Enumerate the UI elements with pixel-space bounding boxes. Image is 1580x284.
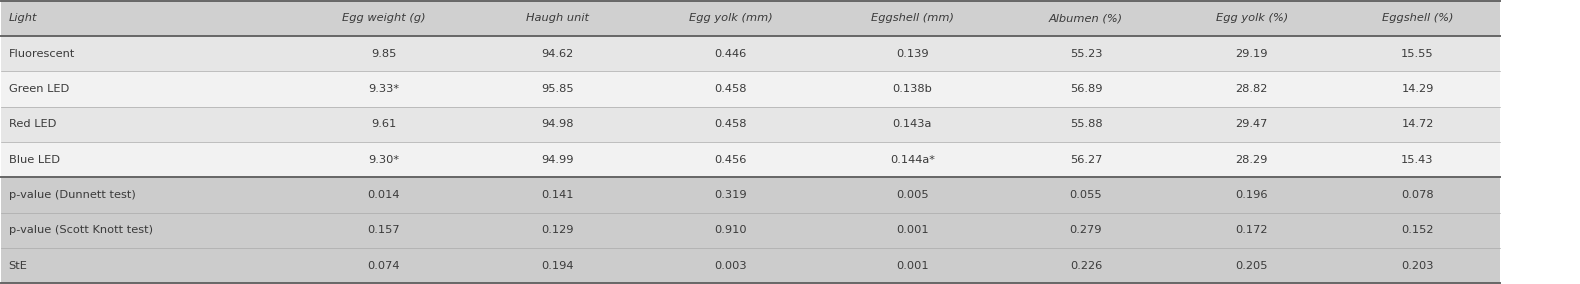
- Text: 9.85: 9.85: [371, 49, 397, 59]
- Text: 94.98: 94.98: [540, 119, 574, 129]
- Text: 29.47: 29.47: [1236, 119, 1267, 129]
- Text: 0.910: 0.910: [714, 225, 747, 235]
- Text: 0.196: 0.196: [1236, 190, 1269, 200]
- Text: Egg yolk (mm): Egg yolk (mm): [689, 13, 773, 23]
- Text: p-value (Scott Knott test): p-value (Scott Knott test): [8, 225, 153, 235]
- Text: 55.88: 55.88: [1070, 119, 1103, 129]
- Bar: [0, 71, 1501, 107]
- Text: Albumen (%): Albumen (%): [1049, 13, 1123, 23]
- Text: 14.72: 14.72: [1401, 119, 1433, 129]
- Text: 0.144a*: 0.144a*: [890, 155, 935, 165]
- Text: 0.001: 0.001: [896, 225, 929, 235]
- Text: 95.85: 95.85: [540, 84, 574, 94]
- Text: 0.074: 0.074: [367, 261, 400, 271]
- Text: 14.29: 14.29: [1401, 84, 1433, 94]
- Bar: [0, 248, 1501, 283]
- Text: 15.43: 15.43: [1401, 155, 1433, 165]
- Text: 0.139: 0.139: [896, 49, 929, 59]
- Text: 0.172: 0.172: [1236, 225, 1269, 235]
- Text: 0.205: 0.205: [1236, 261, 1269, 271]
- Text: 0.279: 0.279: [1070, 225, 1103, 235]
- Text: 0.078: 0.078: [1401, 190, 1433, 200]
- Bar: [0, 213, 1501, 248]
- Text: 0.003: 0.003: [714, 261, 747, 271]
- Text: 0.319: 0.319: [714, 190, 747, 200]
- Text: 9.61: 9.61: [371, 119, 397, 129]
- Text: Light: Light: [8, 13, 36, 23]
- Bar: [0, 1, 1501, 36]
- Text: 0.157: 0.157: [367, 225, 400, 235]
- Text: 0.055: 0.055: [1070, 190, 1103, 200]
- Bar: [0, 177, 1501, 213]
- Text: 9.33*: 9.33*: [368, 84, 400, 94]
- Text: 0.001: 0.001: [896, 261, 929, 271]
- Text: 0.138b: 0.138b: [893, 84, 932, 94]
- Text: 0.458: 0.458: [714, 119, 747, 129]
- Text: Blue LED: Blue LED: [8, 155, 60, 165]
- Text: 9.30*: 9.30*: [368, 155, 400, 165]
- Text: 94.99: 94.99: [540, 155, 574, 165]
- Text: 0.129: 0.129: [540, 225, 574, 235]
- Text: 0.005: 0.005: [896, 190, 929, 200]
- Text: 29.19: 29.19: [1236, 49, 1269, 59]
- Text: p-value (Dunnett test): p-value (Dunnett test): [8, 190, 136, 200]
- Bar: [0, 107, 1501, 142]
- Text: 0.152: 0.152: [1401, 225, 1433, 235]
- Text: Haugh unit: Haugh unit: [526, 13, 589, 23]
- Text: Red LED: Red LED: [8, 119, 55, 129]
- Text: 56.89: 56.89: [1070, 84, 1103, 94]
- Text: Egg yolk (%): Egg yolk (%): [1215, 13, 1288, 23]
- Text: 28.82: 28.82: [1236, 84, 1267, 94]
- Text: Egg weight (g): Egg weight (g): [341, 13, 425, 23]
- Text: 56.27: 56.27: [1070, 155, 1103, 165]
- Text: Eggshell (%): Eggshell (%): [1382, 13, 1454, 23]
- Text: Eggshell (mm): Eggshell (mm): [871, 13, 954, 23]
- Text: 94.62: 94.62: [540, 49, 574, 59]
- Text: Fluorescent: Fluorescent: [8, 49, 74, 59]
- Text: 0.014: 0.014: [367, 190, 400, 200]
- Text: 0.194: 0.194: [540, 261, 574, 271]
- Text: 0.446: 0.446: [714, 49, 747, 59]
- Text: 0.456: 0.456: [714, 155, 747, 165]
- Text: 0.203: 0.203: [1401, 261, 1433, 271]
- Text: 0.226: 0.226: [1070, 261, 1103, 271]
- Text: StE: StE: [8, 261, 27, 271]
- Text: 15.55: 15.55: [1401, 49, 1433, 59]
- Text: 28.29: 28.29: [1236, 155, 1267, 165]
- Text: 0.143a: 0.143a: [893, 119, 932, 129]
- Text: 55.23: 55.23: [1070, 49, 1103, 59]
- Bar: [0, 36, 1501, 71]
- Text: 0.141: 0.141: [540, 190, 574, 200]
- Text: Green LED: Green LED: [8, 84, 70, 94]
- Bar: [0, 142, 1501, 177]
- Text: 0.458: 0.458: [714, 84, 747, 94]
